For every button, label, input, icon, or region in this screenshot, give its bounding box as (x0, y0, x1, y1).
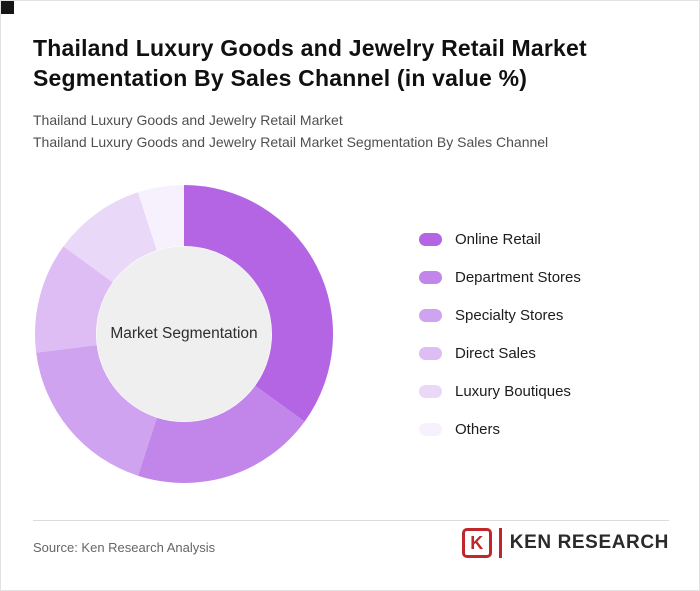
legend-label: Others (455, 420, 501, 438)
corner-accent (1, 1, 14, 14)
donut-segment-5 (137, 185, 184, 251)
source-text: Source: Ken Research Analysis (33, 540, 216, 555)
subtitle-line-2: Thailand Luxury Goods and Jewelry Retail… (33, 133, 549, 150)
page-title: Thailand Luxury Goods and Jewelry Retail… (33, 35, 587, 91)
legend-label: Direct Sales (455, 344, 536, 362)
donut-chart: Market Segmentation (34, 184, 334, 484)
donut-center-label: Market Segmentation (110, 325, 258, 342)
legend-item-direct-sales: Direct Sales (419, 344, 581, 362)
logo-text: KEN RESEARCH (509, 532, 669, 553)
donut-segment-3 (34, 246, 113, 353)
subtitle-line-1: Thailand Luxury Goods and Jewelry Retail… (33, 112, 343, 128)
legend-item-others: Others (419, 420, 581, 438)
legend-swatch (419, 346, 442, 360)
legend-swatch (419, 270, 442, 284)
logo-divider-bar (498, 528, 502, 558)
legend-item-online-retail: Online Retail (419, 230, 581, 248)
subtitle-block: Thailand Luxury Goods and Jewelry Retail… (33, 110, 548, 153)
donut-segment-0 (184, 185, 333, 422)
legend-label: Online Retail (455, 230, 541, 248)
legend-swatch (419, 422, 442, 436)
legend-item-department-stores: Department Stores (419, 268, 581, 286)
legend-label: Luxury Boutiques (455, 382, 571, 400)
footer-divider (33, 520, 669, 521)
donut-segment-1 (137, 385, 305, 484)
legend-swatch (419, 384, 442, 398)
donut-segment-2 (36, 345, 157, 476)
legend-item-luxury-boutiques: Luxury Boutiques (419, 382, 581, 400)
donut-segment-4 (63, 192, 157, 283)
donut-svg (34, 185, 333, 484)
legend-label: Department Stores (455, 268, 581, 286)
legend-swatch (419, 232, 442, 246)
logo-k-mark: K (461, 528, 492, 558)
legend-label: Specialty Stores (455, 306, 564, 324)
chart-legend: Online Retail Department Stores Specialt… (419, 230, 581, 458)
legend-swatch (419, 308, 442, 322)
ken-research-logo: K KEN RESEARCH (461, 527, 669, 559)
legend-item-specialty-stores: Specialty Stores (419, 306, 581, 324)
donut-center-circle (96, 246, 272, 422)
